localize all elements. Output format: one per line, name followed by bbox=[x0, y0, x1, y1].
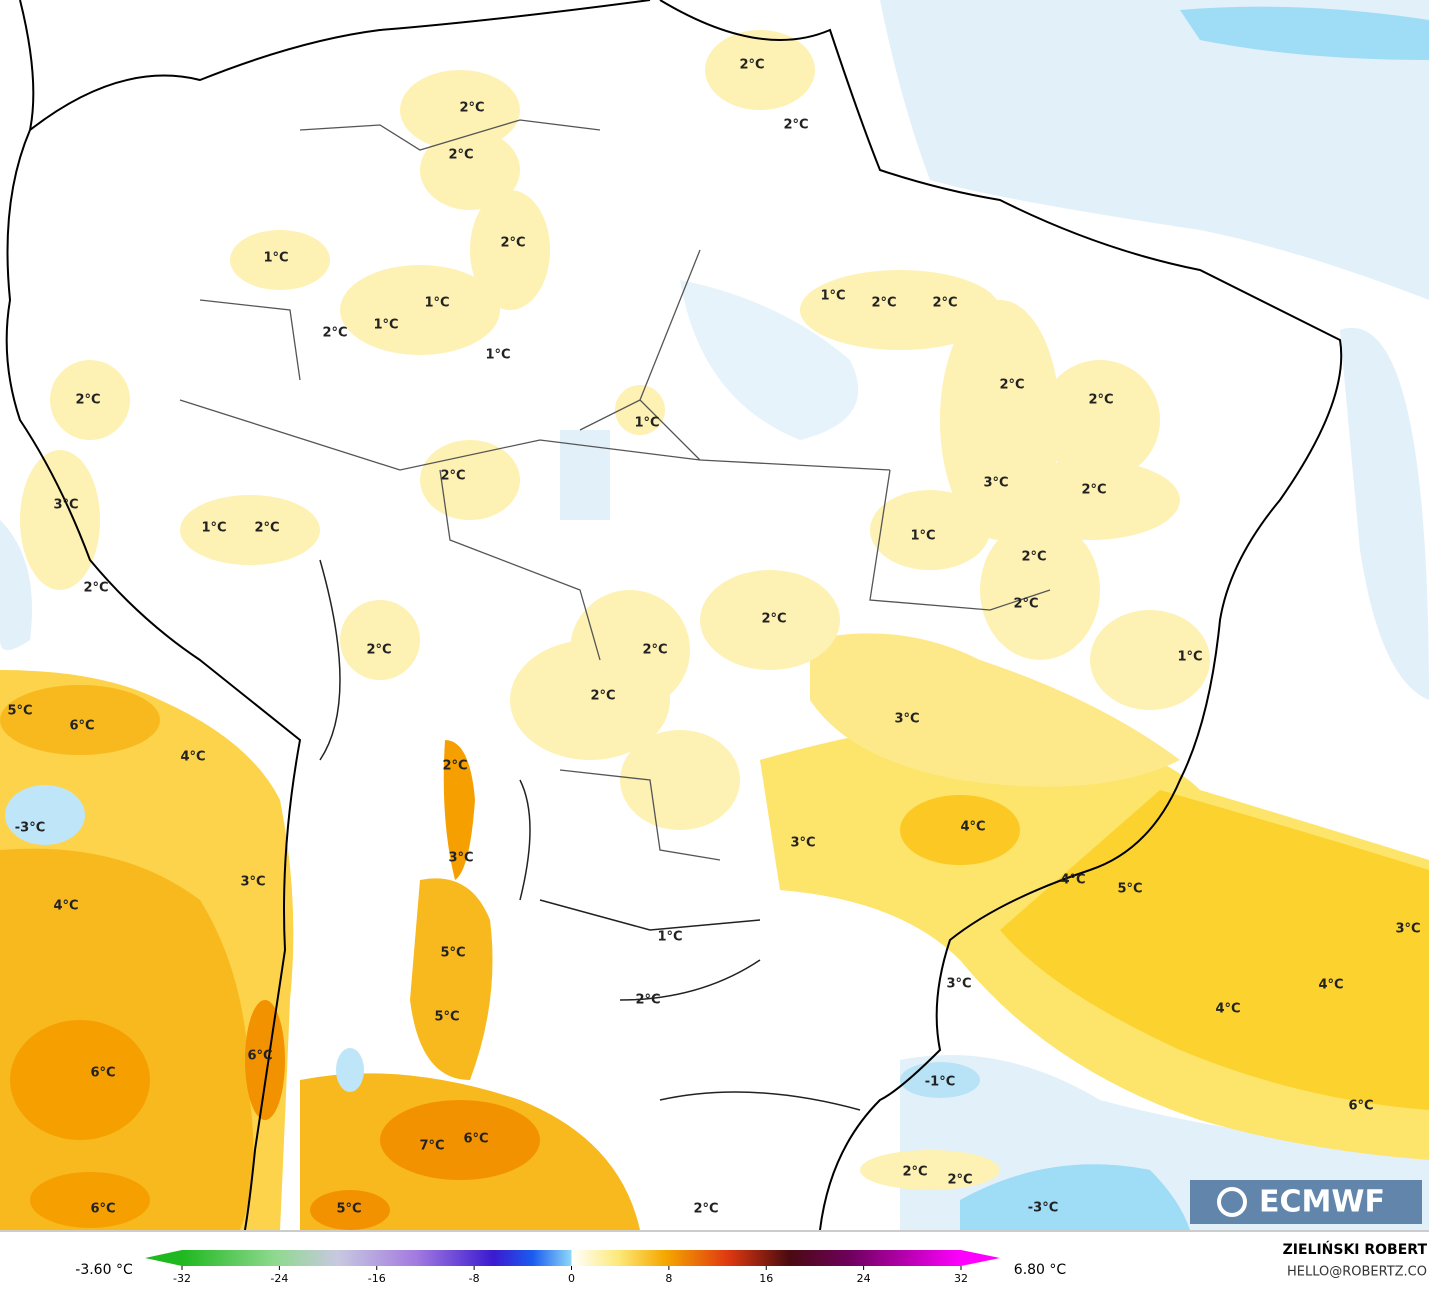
contour-label: 2°C bbox=[761, 612, 786, 627]
contour-label: 2°C bbox=[902, 1165, 927, 1180]
contour-label: 2°C bbox=[366, 643, 391, 658]
contour-label: 6°C bbox=[69, 719, 94, 734]
contour-label: 1°C bbox=[910, 529, 935, 544]
contour-label: 6°C bbox=[90, 1066, 115, 1081]
contour-label: -1°C bbox=[925, 1075, 955, 1090]
contour-label: 2°C bbox=[83, 581, 108, 596]
contour-label: 1°C bbox=[263, 251, 288, 266]
contour-label: 1°C bbox=[634, 416, 659, 431]
contour-label: 2°C bbox=[739, 58, 764, 73]
contour-label: 5°C bbox=[7, 704, 32, 719]
contour-label: 2°C bbox=[442, 759, 467, 774]
contour-label: 2°C bbox=[642, 643, 667, 658]
contour-label: 5°C bbox=[434, 1010, 459, 1025]
contour-label: 1°C bbox=[201, 521, 226, 536]
contour-label: 4°C bbox=[1318, 978, 1343, 993]
author: ZIELIŃSKI ROBERT bbox=[1283, 1240, 1428, 1258]
tick-label: 0 bbox=[568, 1272, 575, 1285]
contour-label: 2°C bbox=[871, 296, 896, 311]
tick-label: -24 bbox=[270, 1272, 288, 1285]
contour-label: 2°C bbox=[448, 148, 473, 163]
max-label: 6.80 °C bbox=[1014, 1262, 1067, 1278]
contour-label: 6°C bbox=[1348, 1099, 1373, 1114]
contour-label: 4°C bbox=[180, 750, 205, 765]
contour-label: 2°C bbox=[783, 118, 808, 133]
contour-label: -3°C bbox=[15, 821, 45, 836]
contour-labels: 2°C 2°C 2°C 2°C 2°C 1°C 1°C 2°C 2°C 1°C 2°C 1°C 1°C 2… bbox=[7, 58, 1420, 1217]
contour-label: 2°C bbox=[693, 1202, 718, 1217]
contour-label: 2°C bbox=[440, 469, 465, 484]
contour-label: 2°C bbox=[500, 236, 525, 251]
tick-label: 8 bbox=[665, 1272, 672, 1285]
contour-label: 4°C bbox=[53, 899, 78, 914]
contour-label: 5°C bbox=[1117, 882, 1142, 897]
map bbox=[0, 0, 1429, 1231]
logo-text: ECMWF bbox=[1259, 1185, 1385, 1220]
tick-label: -8 bbox=[469, 1272, 480, 1285]
colorbar: -3.60 °C 6.80 °C -32 -24 -16 -8 0 8 16 24 32 bbox=[0, 1230, 1429, 1287]
contour-label: 1°C bbox=[485, 348, 510, 363]
contour-label: 2°C bbox=[635, 993, 660, 1008]
contour-label: 2°C bbox=[75, 393, 100, 408]
tick-label: 24 bbox=[857, 1272, 871, 1285]
contour-label: 7°C bbox=[419, 1139, 444, 1154]
contour-label: 3°C bbox=[894, 712, 919, 727]
contour-label: 1°C bbox=[424, 296, 449, 311]
min-label: -3.60 °C bbox=[75, 1262, 133, 1278]
tick-label: -16 bbox=[368, 1272, 386, 1285]
contour-label: 4°C bbox=[960, 820, 985, 835]
contour-label: 1°C bbox=[373, 318, 398, 333]
contour-label: 2°C bbox=[590, 689, 615, 704]
contour-label: 3°C bbox=[240, 875, 265, 890]
contour-label: 2°C bbox=[254, 521, 279, 536]
contour-label: 3°C bbox=[946, 977, 971, 992]
contour-label: 6°C bbox=[463, 1132, 488, 1147]
contour-label: 1°C bbox=[1177, 650, 1202, 665]
contour-label: 4°C bbox=[1215, 1002, 1240, 1017]
contour-label: 2°C bbox=[932, 296, 957, 311]
contour-label: 3°C bbox=[983, 476, 1008, 491]
tick-label: -32 bbox=[173, 1272, 191, 1285]
tick-label: 16 bbox=[759, 1272, 773, 1285]
contour-label: 2°C bbox=[459, 101, 484, 116]
contour-label: 3°C bbox=[1395, 922, 1420, 937]
contour-label: 3°C bbox=[53, 498, 78, 513]
contour-label: 2°C bbox=[1081, 483, 1106, 498]
contour-label: 2°C bbox=[322, 326, 347, 341]
contour-label: 1°C bbox=[820, 289, 845, 304]
contour-label: 5°C bbox=[440, 946, 465, 961]
contour-label: 3°C bbox=[448, 851, 473, 866]
contour-label: 2°C bbox=[947, 1173, 972, 1188]
contour-label: 1°C bbox=[657, 930, 682, 945]
contour-label: 2°C bbox=[1021, 550, 1046, 565]
email: HELLO@ROBERTZ.CO bbox=[1287, 1265, 1427, 1280]
contour-label: 2°C bbox=[1013, 597, 1038, 612]
contour-label: 5°C bbox=[336, 1202, 361, 1217]
contour-label: 6°C bbox=[247, 1049, 272, 1064]
contour-label: 2°C bbox=[999, 378, 1024, 393]
contour-label: 2°C bbox=[1088, 393, 1113, 408]
contour-label: 3°C bbox=[790, 836, 815, 851]
contour-label: -3°C bbox=[1028, 1201, 1058, 1216]
contour-label: 4°C bbox=[1060, 873, 1085, 888]
contour-label: 6°C bbox=[90, 1202, 115, 1217]
logo: ECMWF bbox=[1190, 1180, 1422, 1224]
tick-label: 32 bbox=[954, 1272, 968, 1285]
